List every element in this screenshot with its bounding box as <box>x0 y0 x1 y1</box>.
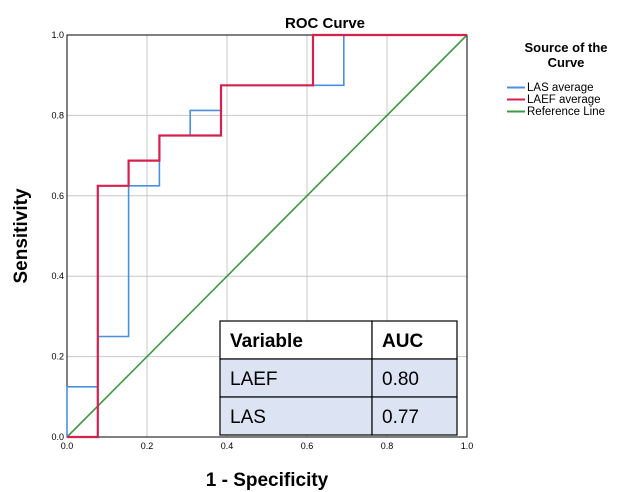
auc-table: Variable AUC LAEF 0.80 LAS 0.77 <box>219 320 458 436</box>
table-cell-2-0: LAS <box>230 407 266 428</box>
y-tick-label-5: 1.0 <box>51 30 64 40</box>
y-tick-label-0: 0.0 <box>51 432 64 442</box>
x-axis-label: 1 - Specificity <box>206 470 329 491</box>
table-header-0-0: Variable <box>230 331 303 352</box>
legend-title-line-2: Curve <box>548 55 585 70</box>
x-tick-label-4: 0.8 <box>381 441 394 451</box>
x-tick-label-5: 1.0 <box>461 441 474 451</box>
y-tick-label-3: 0.6 <box>51 191 64 201</box>
series-line-reference-line <box>66 34 468 438</box>
legend-label-2: Reference Line <box>527 106 605 118</box>
x-tick-label-0: 0.0 <box>61 441 74 451</box>
x-tick-label-3: 0.6 <box>301 441 314 451</box>
legend-title-line-1: Source of the <box>524 40 607 55</box>
table-cell-2-1: 0.77 <box>382 407 419 428</box>
y-tick-labels: 0.0 0.2 0.4 0.6 0.8 1.0 <box>51 30 64 442</box>
plot-frame <box>66 34 468 438</box>
table-cell-bg-2-0 <box>219 396 373 436</box>
x-tick-label-1: 0.2 <box>141 441 154 451</box>
x-tick-labels: 0.0 0.2 0.4 0.6 0.8 1.0 <box>61 441 474 451</box>
table-cell-1-0: LAEF <box>230 369 278 390</box>
table-cell-bg-1-0 <box>219 358 373 398</box>
legend-label-0: LAS average <box>527 82 594 94</box>
y-axis-label: Sensitivity <box>11 188 32 283</box>
table-cell-1-1: 0.80 <box>382 369 419 390</box>
y-tick-label-2: 0.4 <box>51 271 64 281</box>
table-cell-bg-2-1 <box>371 396 458 436</box>
table-cell-bg-0-1 <box>371 320 458 360</box>
series-line-laef-average <box>67 33 467 439</box>
table-header-0-1: AUC <box>382 331 423 352</box>
series-lines <box>66 33 468 439</box>
y-tick-label-1: 0.2 <box>51 352 64 362</box>
legend-label-1: LAEF average <box>527 94 601 106</box>
y-tick-label-4: 0.8 <box>51 110 64 120</box>
chart-title: ROC Curve <box>285 15 365 32</box>
x-tick-label-2: 0.4 <box>221 441 234 451</box>
